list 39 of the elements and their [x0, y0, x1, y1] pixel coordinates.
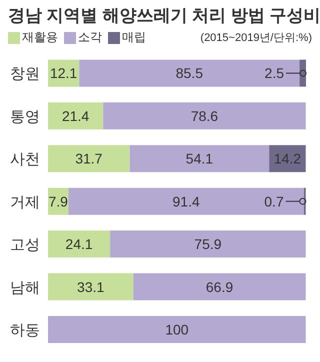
- bar: [48, 316, 306, 343]
- bar: [130, 145, 270, 172]
- data-label: 78.6: [190, 108, 218, 124]
- legend-label: 매립: [121, 29, 146, 46]
- bar: [48, 273, 134, 300]
- bar: [48, 230, 110, 258]
- y-tick-label: 고성: [10, 236, 40, 254]
- y-tick-label: 하동: [10, 322, 40, 339]
- data-label: 31.7: [75, 150, 103, 167]
- y-tick-label: 거제: [10, 194, 40, 211]
- data-label: 0.7: [264, 193, 284, 210]
- y-tick-label: 통영: [10, 108, 40, 126]
- data-label: 91.4: [172, 193, 200, 210]
- chart-subtitle: (2015~2019년/단위:%): [200, 31, 312, 45]
- y-tick-label: 남해: [10, 279, 40, 296]
- data-label: 2.5: [264, 65, 284, 82]
- bar: [110, 230, 306, 258]
- data-label: 14.2: [274, 150, 302, 167]
- bar: [79, 60, 300, 87]
- bar: [133, 273, 306, 300]
- legend-label: 소각: [77, 29, 102, 46]
- data-label: 33.1: [77, 278, 104, 295]
- data-label: 66.9: [206, 278, 234, 295]
- y-tick-label: 창원: [10, 66, 40, 83]
- bar: [68, 188, 304, 215]
- legend-label: 재활용: [21, 29, 58, 46]
- bar: [48, 145, 130, 172]
- data-label: 21.4: [62, 108, 90, 124]
- data-label: 100: [165, 321, 189, 338]
- data-label: 24.1: [65, 236, 93, 252]
- data-label: 12.1: [50, 65, 78, 82]
- bar: [48, 102, 104, 130]
- data-label: 85.5: [176, 65, 204, 82]
- data-label: 75.9: [194, 236, 222, 252]
- bar: [103, 102, 306, 130]
- chart-title: 경남 지역별 해양쓰레기 처리 방법 구성비: [8, 5, 320, 27]
- y-tick-label: 사천: [10, 151, 40, 168]
- data-label: 54.1: [186, 150, 214, 167]
- data-label: 7.9: [48, 193, 68, 210]
